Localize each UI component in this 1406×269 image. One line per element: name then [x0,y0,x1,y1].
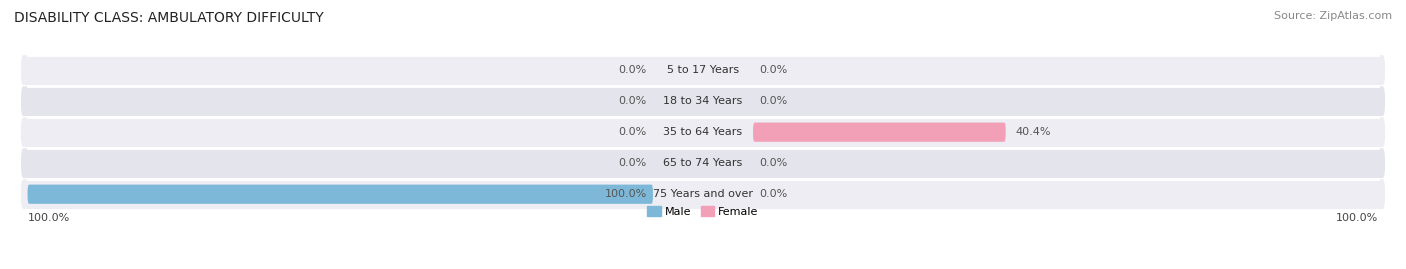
Text: 0.0%: 0.0% [619,127,647,137]
Text: 18 to 34 Years: 18 to 34 Years [664,96,742,106]
Text: 0.0%: 0.0% [759,65,787,75]
FancyBboxPatch shape [21,117,1385,147]
FancyBboxPatch shape [21,179,1385,209]
FancyBboxPatch shape [28,185,652,204]
Text: 0.0%: 0.0% [619,158,647,168]
Text: 75 Years and over: 75 Years and over [652,189,754,199]
Text: 5 to 17 Years: 5 to 17 Years [666,65,740,75]
Text: 0.0%: 0.0% [759,158,787,168]
Text: 0.0%: 0.0% [759,96,787,106]
FancyBboxPatch shape [21,86,1385,116]
Legend: Male, Female: Male, Female [647,206,759,217]
Text: 65 to 74 Years: 65 to 74 Years [664,158,742,168]
Text: 100.0%: 100.0% [28,213,70,224]
Text: 35 to 64 Years: 35 to 64 Years [664,127,742,137]
Text: 40.4%: 40.4% [1015,127,1050,137]
Text: 0.0%: 0.0% [619,96,647,106]
Text: 100.0%: 100.0% [605,189,647,199]
Text: 100.0%: 100.0% [1336,213,1378,224]
FancyBboxPatch shape [21,148,1385,178]
Text: DISABILITY CLASS: AMBULATORY DIFFICULTY: DISABILITY CLASS: AMBULATORY DIFFICULTY [14,11,323,25]
Text: Source: ZipAtlas.com: Source: ZipAtlas.com [1274,11,1392,21]
Text: 0.0%: 0.0% [619,65,647,75]
Text: 0.0%: 0.0% [759,189,787,199]
FancyBboxPatch shape [21,55,1385,85]
FancyBboxPatch shape [754,123,1005,142]
